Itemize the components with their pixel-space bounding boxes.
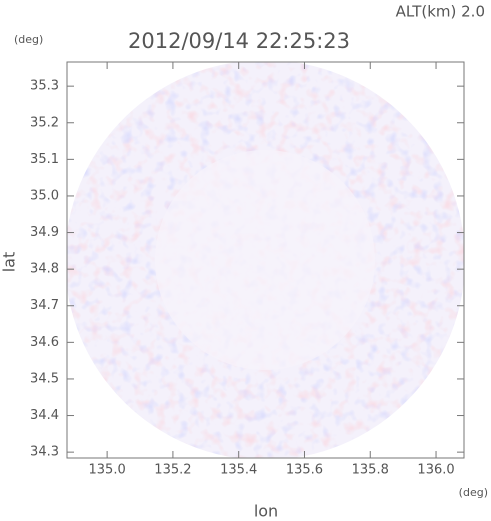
radar-field	[67, 62, 464, 458]
x-tick-label: 136.0	[417, 463, 454, 478]
y-tick-label: 34.8	[30, 262, 59, 277]
y-tick-label: 35.1	[30, 152, 59, 167]
y-unit: (deg)	[14, 33, 43, 46]
x-tick-label: 135.0	[89, 463, 126, 478]
y-tick-label: 34.3	[30, 445, 59, 460]
y-tick-label: 34.5	[30, 371, 59, 386]
x-tick-label: 135.4	[220, 463, 257, 478]
y-tick-label: 34.6	[30, 335, 59, 350]
chart-title: 2012/09/14 22:25:23	[128, 29, 350, 53]
plot-frame	[66, 61, 465, 459]
y-tick-label: 34.4	[30, 408, 59, 423]
x-tick-label: 135.2	[154, 463, 191, 478]
y-tick-label: 35.2	[30, 115, 59, 130]
altitude-label: ALT(km) 2.0	[396, 3, 485, 21]
x-axis-label: lon	[254, 502, 278, 521]
y-tick-label: 34.9	[30, 225, 59, 240]
x-tick-label: 135.8	[352, 463, 389, 478]
x-unit: (deg)	[459, 486, 488, 499]
y-tick-label: 35.0	[30, 188, 59, 203]
y-axis-label: lat	[0, 252, 19, 273]
radar-center	[155, 150, 375, 370]
y-tick-label: 35.3	[30, 79, 59, 94]
x-tick-label: 135.6	[286, 463, 323, 478]
y-tick-label: 34.7	[30, 298, 59, 313]
